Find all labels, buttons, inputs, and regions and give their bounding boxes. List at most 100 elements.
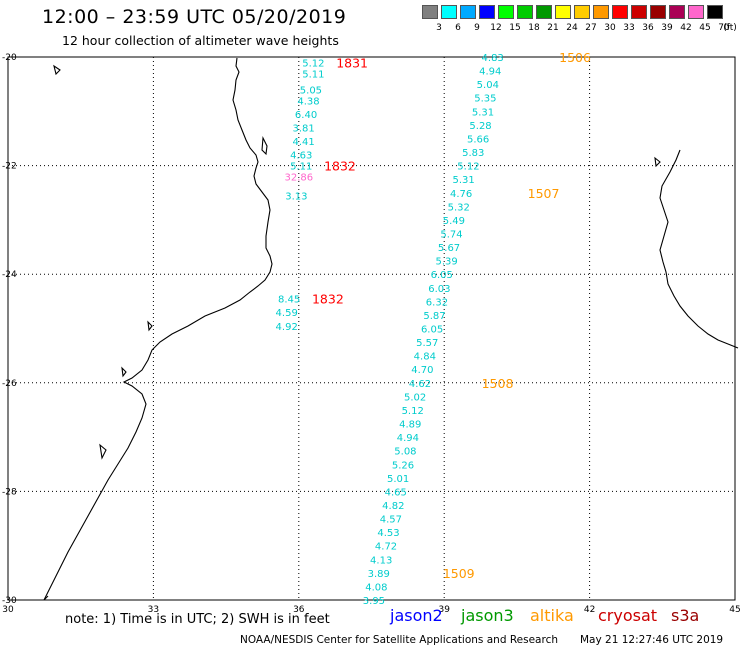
small-island <box>99 443 107 460</box>
legend-swatch <box>688 5 704 19</box>
legend-swatch <box>612 5 628 19</box>
legend-label: 70 <box>718 23 730 33</box>
small-island <box>654 156 661 168</box>
wave-height-reading: 6.40 <box>295 110 317 121</box>
longitude-label: 39 <box>438 605 450 615</box>
legend-swatch <box>422 5 438 19</box>
wave-height-reading: 4.94 <box>479 67 501 78</box>
pass-time-label: 1509 <box>443 566 475 581</box>
legend-label: 6 <box>455 23 461 33</box>
satellite-name: jason3 <box>461 606 514 625</box>
wave-height-reading: 3.89 <box>368 569 390 580</box>
wave-height-reading: 5.83 <box>462 148 484 159</box>
wave-height-reading: 6.05 <box>431 270 453 281</box>
latitude-label: -26 <box>2 379 17 389</box>
legend-swatch <box>498 5 514 19</box>
legend-swatch <box>650 5 666 19</box>
pass-time-label: 1506 <box>559 50 591 65</box>
wave-height-reading: 4.84 <box>414 352 436 363</box>
generated-timestamp: May 21 12:27:46 UTC 2019 <box>580 634 724 646</box>
wave-height-reading: 5.67 <box>438 243 460 254</box>
legend-swatch <box>631 5 647 19</box>
wave-height-reading: 4.65 <box>385 487 407 498</box>
wave-height-reading: 4.57 <box>380 515 402 526</box>
wave-height-reading: 4.70 <box>411 365 433 376</box>
small-island <box>43 595 49 601</box>
wave-height-reading: 4.13 <box>370 555 392 566</box>
wave-height-reading: 5.66 <box>467 134 489 145</box>
wave-height-reading: 5.12 <box>402 406 424 417</box>
pass-time-label: 1832 <box>324 159 356 174</box>
satellite-name: jason2 <box>390 606 443 625</box>
wave-height-reading: 5.39 <box>435 257 457 268</box>
legend-swatch <box>479 5 495 19</box>
wave-height-reading: 4.53 <box>377 528 399 539</box>
wave-height-reading: 3.13 <box>285 191 307 202</box>
wave-height-reading: 5.28 <box>469 121 491 132</box>
legend-swatch <box>593 5 609 19</box>
wave-height-reading: 4.72 <box>375 542 397 553</box>
wave-height-reading: 4.59 <box>276 308 298 319</box>
wave-height-reading: 5.35 <box>474 94 496 105</box>
satellite-name: s3a <box>671 606 700 625</box>
legend-swatch <box>460 5 476 19</box>
legend-swatch <box>669 5 685 19</box>
wave-height-reading: 5.26 <box>392 460 414 471</box>
credit-line: NOAA/NESDIS Center for Satellite Applica… <box>240 634 558 646</box>
small-island <box>53 64 61 76</box>
wave-height-reading: 4.08 <box>365 582 387 593</box>
wave-height-reading: 4.82 <box>382 501 404 512</box>
wave-height-reading: 5.08 <box>394 447 416 458</box>
legend-label: 3 <box>436 23 442 33</box>
inhaca-island <box>147 320 153 332</box>
wave-height-reading: 5.87 <box>423 311 445 322</box>
legend-label: 30 <box>604 23 616 33</box>
legend-swatch <box>574 5 590 19</box>
legend-swatch <box>441 5 457 19</box>
wave-height-reading: 4.38 <box>297 96 319 107</box>
latitude-label: -20 <box>2 53 17 63</box>
legend-label: 42 <box>680 23 692 33</box>
wave-height-reading: 6.05 <box>421 325 443 336</box>
wave-height-reading: 8.45 <box>278 295 300 306</box>
wave-height-reading: 4.41 <box>293 137 315 148</box>
legend-label: 33 <box>623 23 635 33</box>
latitude-label: -24 <box>2 270 17 280</box>
latitude-label: -30 <box>2 596 17 606</box>
longitude-label: 42 <box>584 605 595 615</box>
wave-height-reading: 5.02 <box>404 392 426 403</box>
wave-height-reading: 5.57 <box>416 338 438 349</box>
wave-height-reading: 4.89 <box>399 420 421 431</box>
legend-label: 45 <box>699 23 711 33</box>
legend-label: 39 <box>661 23 673 33</box>
wave-height-reading: 4.92 <box>276 322 298 333</box>
satellite-tracks: 5.125.115.054.386.403.814.414.635.113.13… <box>276 50 591 607</box>
legend-label: 9 <box>474 23 480 33</box>
legend-unit: (ft) <box>723 23 737 33</box>
axis-labels: 30 33 36 39 42 45 -20 -22 -24 -26 -28 -30 <box>2 53 740 615</box>
legend-swatch <box>707 5 723 19</box>
legend-label: 24 <box>566 23 578 33</box>
map-subtitle: 12 hour collection of altimeter wave hei… <box>62 33 339 48</box>
legend-swatch <box>517 5 533 19</box>
wave-height-reading: 6.03 <box>428 284 450 295</box>
map-title: 12:00 – 23:59 UTC 05/20/2019 <box>42 6 347 28</box>
map-gridlines <box>7 56 736 601</box>
pass-time-label: 1831 <box>336 55 368 70</box>
africa-coastline <box>43 57 273 601</box>
wave-height-reading: 5.31 <box>472 107 494 118</box>
longitude-label: 30 <box>2 605 14 615</box>
madagascar-coastline <box>659 149 739 349</box>
legend-label: 21 <box>547 23 559 33</box>
legend-label: 36 <box>642 23 654 33</box>
latitude-label: -22 <box>2 162 17 172</box>
longitude-label: 33 <box>148 605 159 615</box>
wave-height-reading: 5.01 <box>387 474 409 485</box>
legend-swatch <box>555 5 571 19</box>
legend-label: 18 <box>528 23 540 33</box>
wave-height-outlier: 32.86 <box>284 172 313 183</box>
wave-height-reading: 4.83 <box>482 53 504 64</box>
pass-time-label: 1832 <box>312 292 344 307</box>
pass-time-label: 1508 <box>482 376 514 391</box>
